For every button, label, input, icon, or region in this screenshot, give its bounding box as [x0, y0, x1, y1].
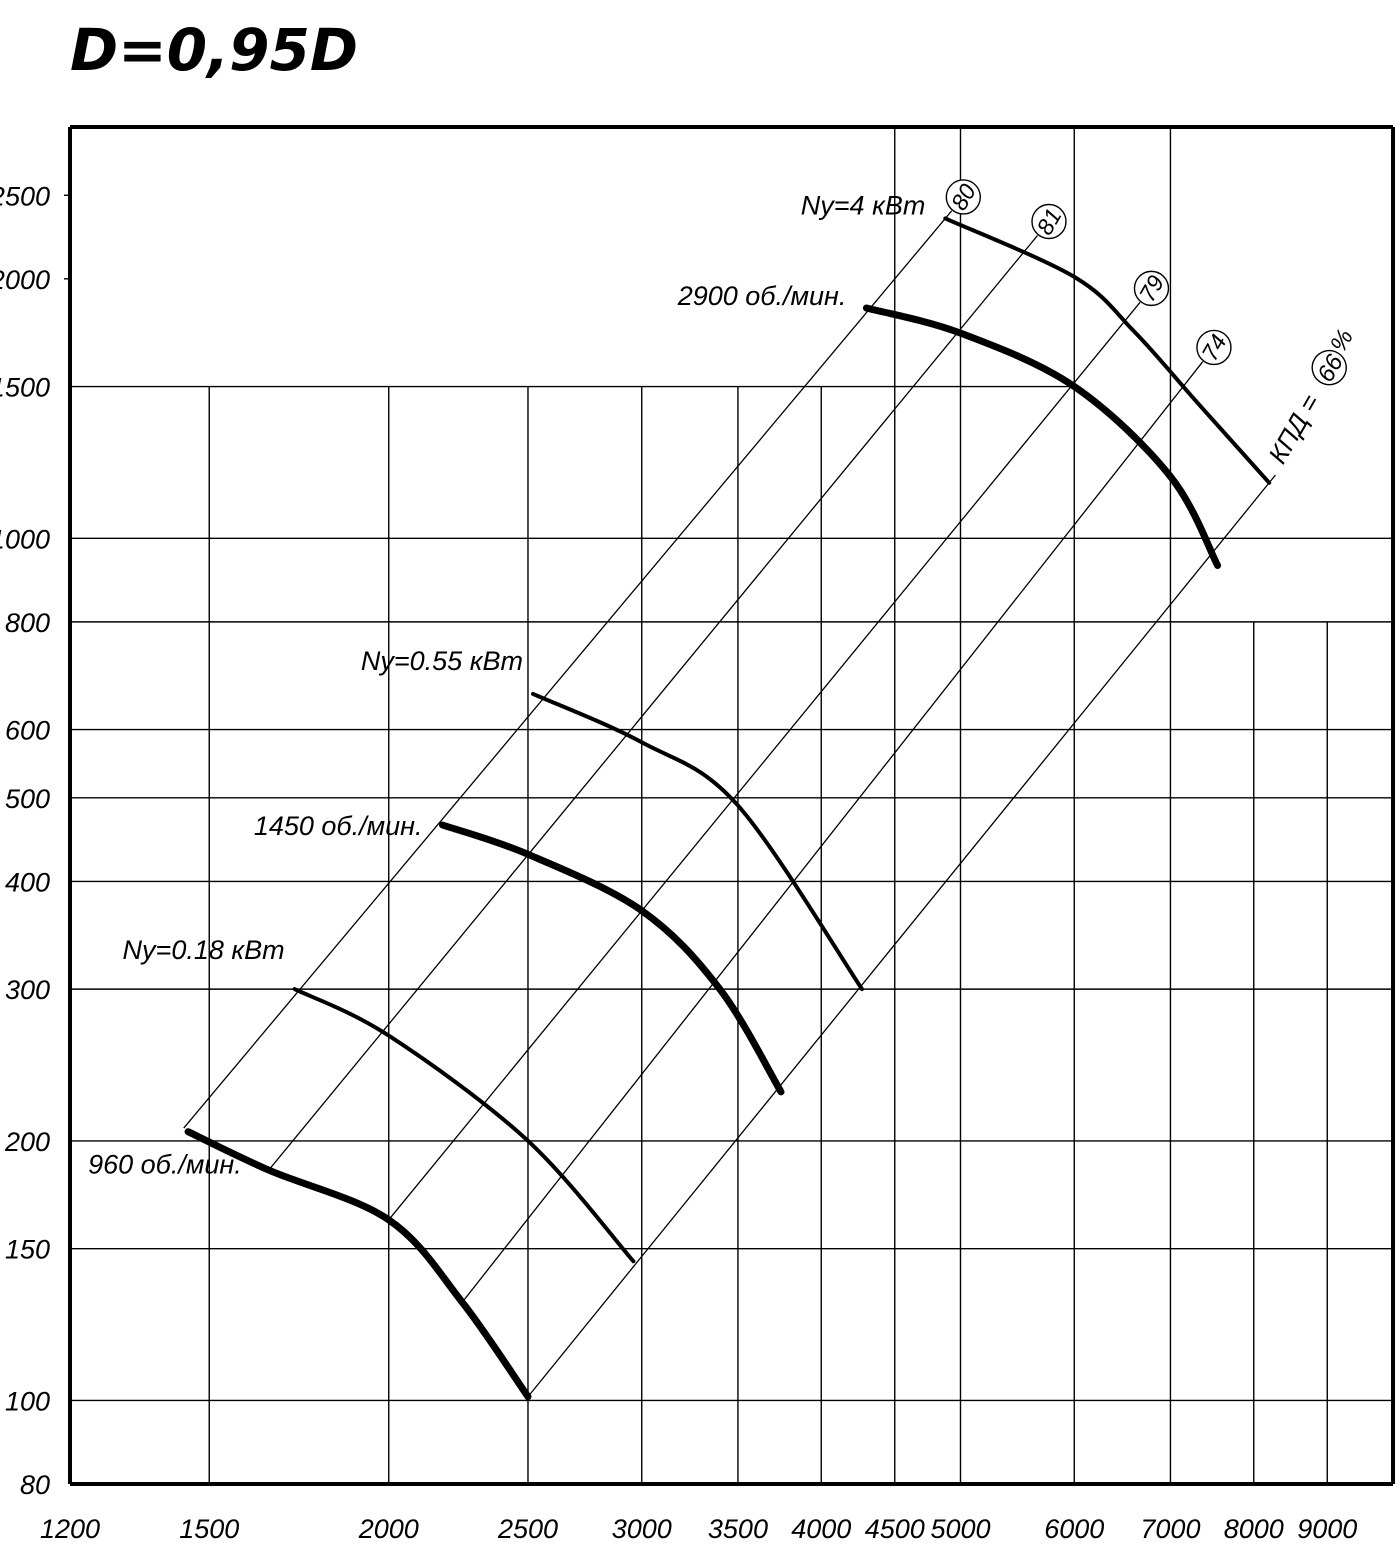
- series-curve: [531, 691, 864, 992]
- efficiency-line-ext: [1196, 361, 1204, 370]
- x-tick-label: 5000: [930, 1514, 990, 1544]
- series-curve: [292, 987, 636, 1264]
- y-tick-label: 150: [5, 1235, 50, 1265]
- efficiency-line: [527, 482, 1270, 1398]
- efficiency-line: [461, 369, 1198, 1303]
- y-tick-label: 200: [4, 1127, 50, 1157]
- series-label: 960 об./мин.: [88, 1150, 242, 1180]
- efficiency-circle: [1311, 349, 1347, 386]
- y-tick-label: 2000: [0, 265, 50, 295]
- efficiency-circle: [945, 179, 982, 215]
- x-tick-labels: 1200 1500 2000 2500 3000 3500 4000 4500 5000 6000…: [40, 1514, 1357, 1544]
- y-tick-label: 300: [5, 975, 50, 1005]
- efficiency-circle: [1196, 329, 1232, 366]
- series-curve: [862, 304, 1222, 569]
- x-tick-label: 4500: [865, 1514, 925, 1544]
- x-tick-label: 3000: [612, 1514, 672, 1544]
- x-tick-label: 2000: [358, 1514, 419, 1544]
- efficiency-line: [183, 218, 946, 1129]
- y-tick-label: 500: [5, 784, 50, 814]
- series-label: Ny=0.18 кВт: [123, 935, 285, 965]
- x-tick-label: 1200: [40, 1514, 100, 1544]
- y-tick-label: 800: [5, 608, 50, 638]
- y-tick-label: 1000: [0, 524, 50, 554]
- x-tick-label: 8000: [1224, 1514, 1284, 1544]
- series-label: Ny=0.55 кВт: [361, 646, 523, 676]
- efficiency-circle: [1133, 270, 1170, 307]
- efficiency-prefix: КПД =: [1262, 389, 1325, 469]
- y-tick-label: 100: [5, 1386, 50, 1416]
- y-tick-label: 80: [20, 1470, 50, 1500]
- series-label: 1450 об./мин.: [254, 811, 423, 841]
- x-tick-label: 2500: [497, 1514, 558, 1544]
- y-tick-labels: 80 100 150 200 300 400 500 600 800 1000 1500 2000 25…: [0, 181, 50, 1500]
- chart-title: D=0,95D: [70, 16, 358, 84]
- y-tick-label: 400: [5, 867, 50, 897]
- x-tick-label: 9000: [1297, 1514, 1357, 1544]
- efficiency-line: [388, 309, 1135, 1221]
- efficiency-label-group: КПД =66%: [1262, 325, 1359, 469]
- x-tick-label: 4000: [791, 1514, 851, 1544]
- series-curve: [439, 821, 785, 1096]
- efficiency-line-ext: [1030, 234, 1039, 244]
- series-label: Ny=4 кВт: [801, 190, 926, 220]
- x-tick-label: 7000: [1140, 1514, 1200, 1544]
- series-label: 2900 об./мин.: [677, 281, 847, 311]
- y-tick-label: 1500: [0, 373, 50, 403]
- curve-labels: 960 об./мин. Ny=0.18 кВт 1450 об./мин. Ny=0…: [88, 190, 925, 1179]
- x-tick-label: 1500: [179, 1514, 239, 1544]
- x-tick-label: 3500: [708, 1514, 768, 1544]
- x-tick-label: 6000: [1044, 1514, 1104, 1544]
- efficiency-line: [268, 242, 1032, 1171]
- efficiency-line-ext: [1133, 301, 1141, 311]
- efficiency-circle: [1031, 203, 1067, 240]
- performance-curves: [184, 216, 1272, 1401]
- y-tick-label: 600: [5, 716, 50, 746]
- axes: [68, 125, 1395, 1486]
- y-tick-label: 2500: [0, 181, 50, 211]
